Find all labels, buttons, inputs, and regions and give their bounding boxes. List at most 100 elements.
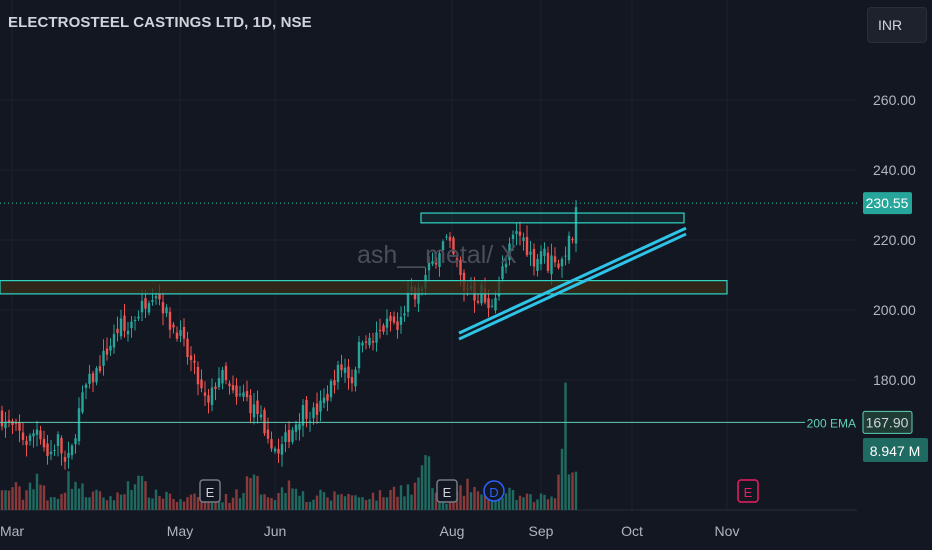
volume-bar [298,495,301,510]
candle-body [368,337,371,346]
volume-bar [161,498,165,510]
volume-bar [361,497,364,510]
volume-bar [147,497,151,510]
candle-body [221,370,224,384]
volume-bar [67,471,70,510]
volume-bar [84,497,88,510]
volume-bar [322,492,326,510]
candle-body [487,298,490,309]
candle-body [501,266,504,280]
volume-bar [375,500,378,510]
volume-bar [392,486,396,510]
volume-bar [466,478,469,510]
ema-price-label: 167.90 [866,414,909,430]
volume-bar [378,490,382,510]
candle-body [256,400,259,415]
volume-bar [4,490,7,510]
candle-body [21,432,25,440]
candle-body [399,316,403,325]
resistance-box [420,212,685,224]
candle-body [343,367,347,373]
candle-body [200,379,203,389]
volume-bar [154,489,158,510]
candle-body [574,207,578,244]
candle-body [18,422,21,431]
volume-bar [448,496,452,510]
candle-body [259,414,263,418]
candle-body [11,420,14,426]
candle-body [294,424,298,432]
candle-body [448,236,452,241]
currency-button[interactable]: INR [867,7,927,43]
volume-bar [70,488,74,510]
candle-body [231,385,235,391]
volume-bar [518,495,522,510]
volume-bar [25,490,28,510]
volume-bar [350,495,354,510]
volume-bar [546,499,550,510]
candle-body [483,288,487,303]
volume-bar [112,500,116,510]
event-marker-earnings[interactable]: E [199,479,221,503]
candle-body [189,355,193,361]
event-marker-dividend[interactable]: D [483,480,505,502]
volume-bar [284,493,287,510]
candle-body [406,291,410,312]
volume-bar [63,492,67,510]
volume-badge [863,438,928,462]
volume-bar [95,489,98,510]
volume-bar [7,490,11,510]
volume-bar [210,497,214,510]
candle-body [88,373,91,384]
candle-body [49,451,53,455]
candle-body [203,392,207,396]
volume-bar [196,497,200,510]
volume-bar [116,492,119,510]
candle-body [452,237,455,254]
volume-bar [42,485,46,510]
x-axis-tick-label: Aug [440,523,465,539]
candle-body [571,238,574,240]
volume-bar [263,494,266,510]
event-marker-label: E [206,485,215,500]
volume-bar [497,493,501,510]
candle-body [347,366,350,379]
candle-body [42,438,46,448]
volume-bar [245,476,249,510]
candle-body [119,318,123,337]
candle-series [0,199,578,470]
candle-body [154,296,158,299]
candle-body [546,252,550,271]
candle-body [147,303,151,313]
volume-bar [203,498,207,510]
candle-body [427,262,431,271]
event-marker-label: E [744,485,753,500]
candle-body [301,405,305,426]
volume-bar [504,493,508,510]
event-marker-earnings-upcoming[interactable]: E [737,479,759,503]
candle-body [175,332,179,339]
volume-bar [469,492,473,510]
volume-bar [567,474,571,510]
volume-bar [329,500,333,510]
candle-body [270,439,273,449]
y-axis-tick-label: 220.00 [873,232,916,248]
candle-body [389,315,392,322]
candle-body [126,330,130,335]
event-marker-earnings[interactable]: E [436,479,458,503]
volume-bar [249,478,252,510]
candle-body [186,338,189,357]
volume-bar [399,485,403,510]
volume-bar [11,487,14,510]
volume-bar [511,490,515,510]
candle-body [361,342,364,346]
volume-bar [235,489,238,510]
volume-bar [256,476,259,510]
candle-body [95,368,98,383]
volume-bar [494,499,497,510]
candle-body [266,429,270,439]
candle-body [67,452,70,458]
candle-body [375,332,378,343]
